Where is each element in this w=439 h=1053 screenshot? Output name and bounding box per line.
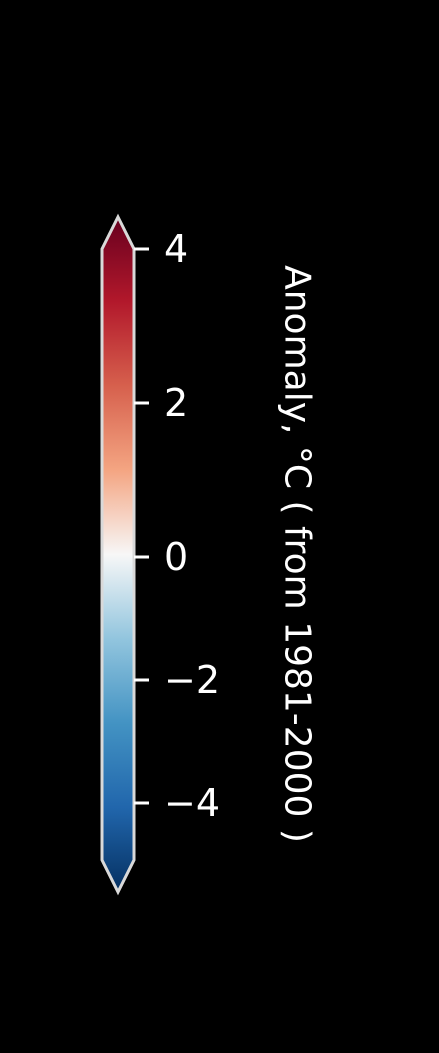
tick-label: 2 (164, 381, 188, 425)
tick-label: −2 (164, 658, 220, 702)
colorbar-ticks: 4 2 0 −2 −4 (134, 227, 220, 825)
tick-label: 4 (164, 227, 188, 271)
colorbar-axis-label: Anomaly, °C ( from 1981-2000 ) (277, 265, 318, 843)
tick-label: 0 (164, 535, 188, 579)
tick-label: −4 (164, 781, 220, 825)
colorbar-gradient (100, 213, 136, 896)
